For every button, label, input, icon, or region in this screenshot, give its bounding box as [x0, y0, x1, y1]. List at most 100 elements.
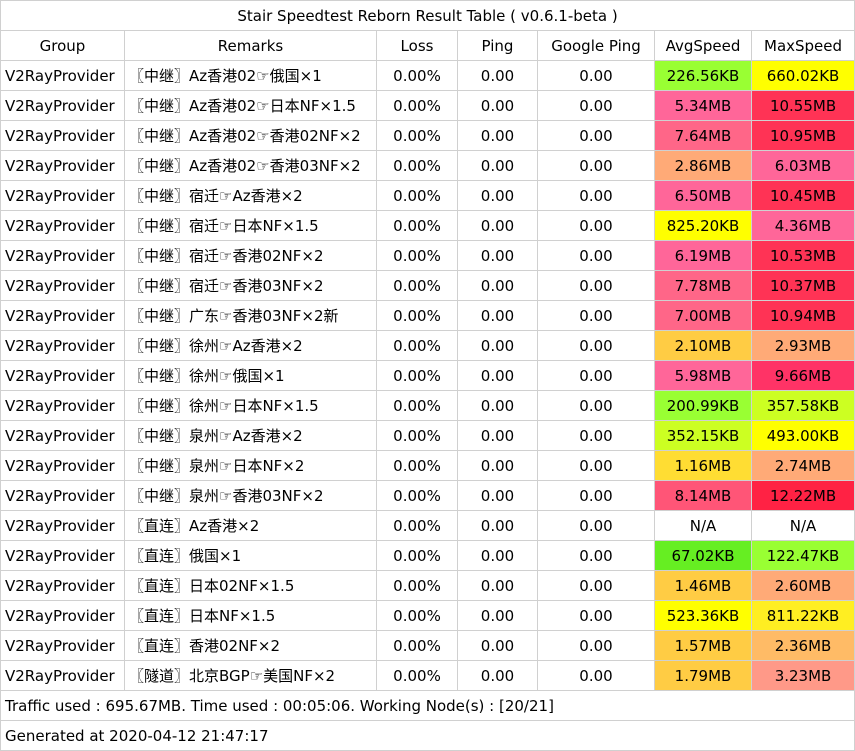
cell-avg-speed: 523.36KB [654, 600, 752, 631]
cell-ping: 0.00 [457, 120, 538, 151]
cell-remarks: 〖中继〗Az香港02☞香港03NF×2 [124, 150, 377, 181]
cell-loss: 0.00% [376, 630, 458, 661]
cell-google-ping: 0.00 [537, 240, 655, 271]
cell-max-speed: 12.22MB [750, 480, 855, 511]
cell-google-ping: 0.00 [537, 330, 655, 361]
table-row: V2RayProvider 〖中继〗Az香港02☞日本NF×1.5 0.00% 0.0… [0, 90, 855, 121]
cell-avg-speed: 5.98MB [654, 360, 752, 391]
cell-remarks: 〖隧道〗北京BGP☞美国NF×2 [124, 660, 377, 691]
cell-remarks: 〖直连〗Az香港×2 [124, 510, 377, 541]
table-row: V2RayProvider 〖中继〗徐州☞Az香港×2 0.00% 0.00 0.00 2… [0, 330, 855, 361]
cell-max-speed: 10.45MB [750, 180, 855, 211]
cell-ping: 0.00 [457, 180, 538, 211]
table-row: V2RayProvider 〖中继〗泉州☞香港03NF×2 0.00% 0.00 0.0… [0, 480, 855, 511]
cell-avg-speed: 352.15KB [654, 420, 752, 451]
cell-avg-speed: 200.99KB [654, 390, 752, 421]
cell-google-ping: 0.00 [537, 570, 655, 601]
header-avg-speed: AvgSpeed [654, 30, 752, 61]
cell-group: V2RayProvider [0, 270, 125, 301]
cell-ping: 0.00 [457, 420, 538, 451]
cell-max-speed: 4.36MB [750, 210, 855, 241]
cell-loss: 0.00% [376, 90, 458, 121]
table-row: V2RayProvider 〖中继〗徐州☞日本NF×1.5 0.00% 0.00 0.0… [0, 390, 855, 421]
cell-avg-speed: 8.14MB [654, 480, 752, 511]
cell-max-speed: 10.94MB [750, 300, 855, 331]
cell-remarks: 〖中继〗宿迁☞日本NF×1.5 [124, 210, 377, 241]
cell-ping: 0.00 [457, 450, 538, 481]
cell-loss: 0.00% [376, 150, 458, 181]
cell-remarks: 〖中继〗徐州☞Az香港×2 [124, 330, 377, 361]
header-max-speed: MaxSpeed [750, 30, 855, 61]
cell-loss: 0.00% [376, 480, 458, 511]
cell-google-ping: 0.00 [537, 360, 655, 391]
cell-max-speed: 811.22KB [750, 600, 855, 631]
header-group: Group [0, 30, 125, 61]
cell-google-ping: 0.00 [537, 300, 655, 331]
generated-timestamp: Generated at 2020-04-12 21:47:17 [0, 720, 855, 751]
cell-google-ping: 0.00 [537, 510, 655, 541]
cell-avg-speed: 6.50MB [654, 180, 752, 211]
table-row: V2RayProvider 〖直连〗日本NF×1.5 0.00% 0.00 0.00 52… [0, 600, 855, 631]
cell-avg-speed: 226.56KB [654, 60, 752, 91]
cell-google-ping: 0.00 [537, 120, 655, 151]
cell-max-speed: 2.60MB [750, 570, 855, 601]
cell-loss: 0.00% [376, 510, 458, 541]
cell-google-ping: 0.00 [537, 270, 655, 301]
cell-avg-speed: 1.79MB [654, 660, 752, 691]
table-row: V2RayProvider 〖中继〗宿迁☞日本NF×1.5 0.00% 0.00 0.0… [0, 210, 855, 241]
cell-avg-speed: 1.16MB [654, 450, 752, 481]
cell-ping: 0.00 [457, 150, 538, 181]
cell-ping: 0.00 [457, 210, 538, 241]
cell-group: V2RayProvider [0, 510, 125, 541]
cell-max-speed: 9.66MB [750, 360, 855, 391]
table-row: V2RayProvider 〖中继〗徐州☞俄国×1 0.00% 0.00 0.00 5.9… [0, 360, 855, 391]
cell-ping: 0.00 [457, 300, 538, 331]
traffic-row: Traffic used : 695.67MB. Time used : 00:… [0, 690, 855, 721]
cell-avg-speed: 2.86MB [654, 150, 752, 181]
cell-loss: 0.00% [376, 540, 458, 571]
cell-avg-speed: 67.02KB [654, 540, 752, 571]
cell-ping: 0.00 [457, 360, 538, 391]
cell-loss: 0.00% [376, 210, 458, 241]
cell-group: V2RayProvider [0, 150, 125, 181]
cell-loss: 0.00% [376, 240, 458, 271]
cell-remarks: 〖中继〗徐州☞俄国×1 [124, 360, 377, 391]
cell-group: V2RayProvider [0, 600, 125, 631]
cell-loss: 0.00% [376, 60, 458, 91]
cell-google-ping: 0.00 [537, 150, 655, 181]
cell-avg-speed: 7.64MB [654, 120, 752, 151]
cell-loss: 0.00% [376, 330, 458, 361]
header-remarks: Remarks [124, 30, 377, 61]
cell-loss: 0.00% [376, 570, 458, 601]
cell-max-speed: 2.93MB [750, 330, 855, 361]
cell-group: V2RayProvider [0, 120, 125, 151]
cell-max-speed: 10.37MB [750, 270, 855, 301]
cell-loss: 0.00% [376, 450, 458, 481]
cell-max-speed: 10.53MB [750, 240, 855, 271]
cell-max-speed: 2.36MB [750, 630, 855, 661]
cell-max-speed: 122.47KB [750, 540, 855, 571]
cell-group: V2RayProvider [0, 210, 125, 241]
cell-avg-speed: 6.19MB [654, 240, 752, 271]
cell-remarks: 〖直连〗日本02NF×1.5 [124, 570, 377, 601]
cell-ping: 0.00 [457, 480, 538, 511]
cell-google-ping: 0.00 [537, 540, 655, 571]
table-row: V2RayProvider 〖中继〗广东☞香港03NF×2新 0.00% 0.00 0.… [0, 300, 855, 331]
cell-ping: 0.00 [457, 540, 538, 571]
cell-ping: 0.00 [457, 630, 538, 661]
cell-google-ping: 0.00 [537, 90, 655, 121]
cell-loss: 0.00% [376, 270, 458, 301]
cell-remarks: 〖中继〗宿迁☞香港02NF×2 [124, 240, 377, 271]
cell-ping: 0.00 [457, 330, 538, 361]
cell-remarks: 〖中继〗泉州☞日本NF×2 [124, 450, 377, 481]
cell-ping: 0.00 [457, 570, 538, 601]
cell-google-ping: 0.00 [537, 600, 655, 631]
header-ping: Ping [457, 30, 538, 61]
cell-ping: 0.00 [457, 600, 538, 631]
header-google-ping: Google Ping [537, 30, 655, 61]
table-row: V2RayProvider 〖中继〗Az香港02☞香港03NF×2 0.00% 0.0… [0, 150, 855, 181]
cell-max-speed: N/A [750, 510, 855, 541]
cell-max-speed: 6.03MB [750, 150, 855, 181]
cell-avg-speed: 7.00MB [654, 300, 752, 331]
cell-group: V2RayProvider [0, 540, 125, 571]
